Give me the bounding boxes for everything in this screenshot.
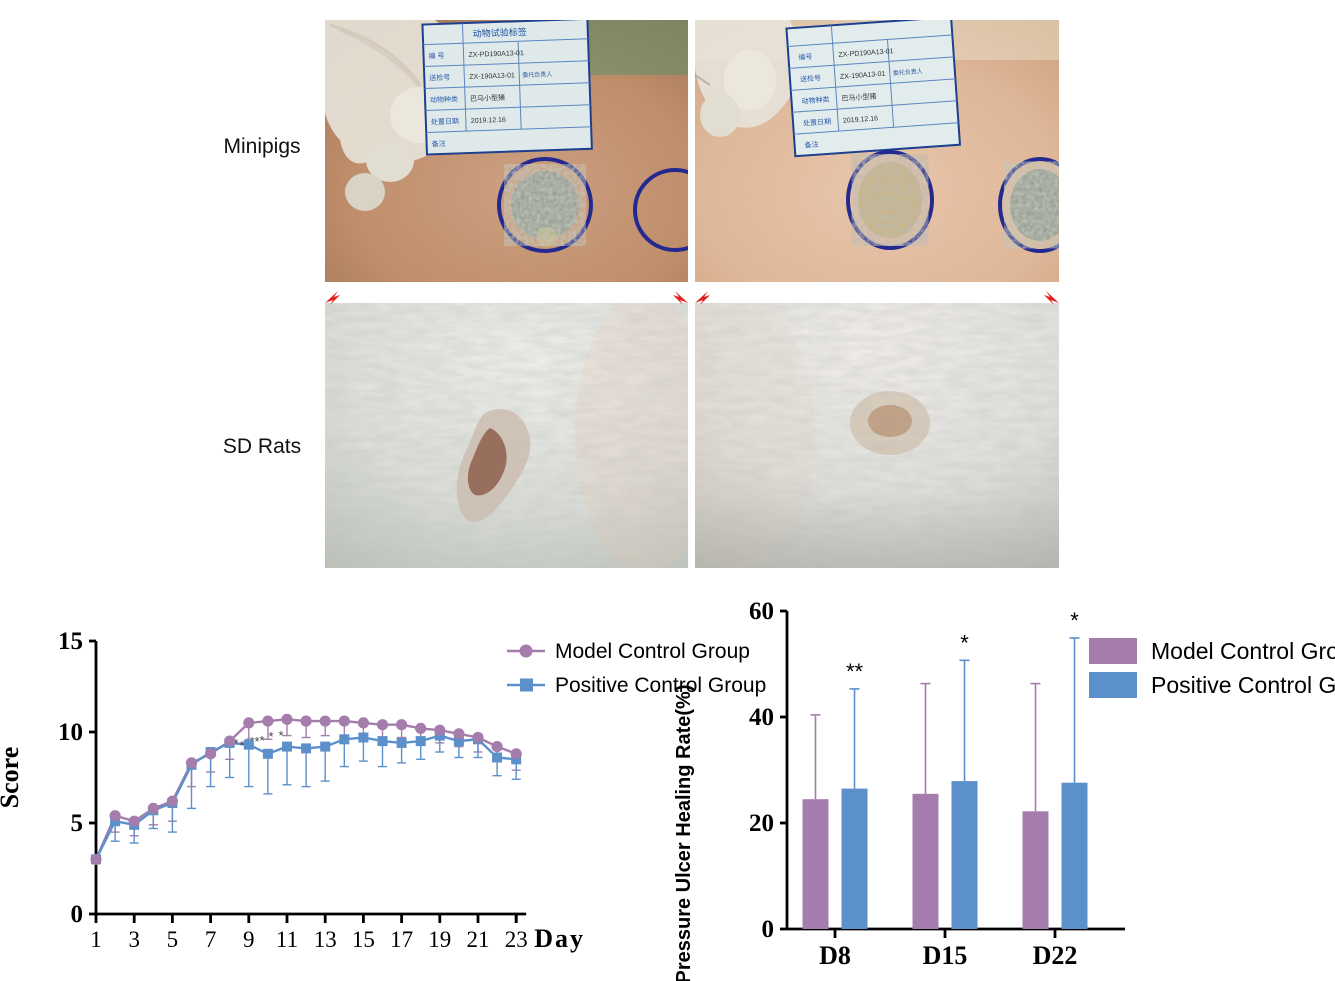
svg-text:15: 15 xyxy=(352,927,375,952)
svg-text:9: 9 xyxy=(243,927,255,952)
svg-text:5: 5 xyxy=(167,927,179,952)
svg-text:23: 23 xyxy=(505,927,528,952)
svg-text:Day: Day xyxy=(534,924,585,953)
svg-text:15: 15 xyxy=(58,628,83,655)
svg-text:**: ** xyxy=(846,659,864,684)
svg-text:动物试验标签: 动物试验标签 xyxy=(473,26,527,39)
svg-text:Positive Control Group: Positive Control Group xyxy=(1151,672,1335,698)
svg-text:13: 13 xyxy=(314,927,337,952)
svg-text:40: 40 xyxy=(749,704,774,731)
svg-text:0: 0 xyxy=(71,901,84,928)
svg-text:60: 60 xyxy=(749,598,774,625)
svg-text:Score: Score xyxy=(0,747,24,809)
svg-text:3: 3 xyxy=(128,927,140,952)
svg-text:D15: D15 xyxy=(923,941,968,970)
svg-text:D8: D8 xyxy=(819,941,851,970)
svg-text:2019.12.16: 2019.12.16 xyxy=(471,117,506,125)
svg-text:0: 0 xyxy=(762,916,775,943)
svg-text:Pressure Ulcer Healing Rate(%): Pressure Ulcer Healing Rate(%) xyxy=(673,684,695,981)
svg-text:*: * xyxy=(960,630,969,655)
svg-text:1: 1 xyxy=(90,927,102,952)
svg-text:11: 11 xyxy=(276,927,298,952)
svg-text:D22: D22 xyxy=(1033,941,1078,970)
svg-text:*: * xyxy=(268,729,273,744)
svg-text:20: 20 xyxy=(749,810,774,837)
svg-text:7: 7 xyxy=(205,927,217,952)
svg-text:*: * xyxy=(1070,608,1079,633)
svg-text:10: 10 xyxy=(58,719,83,746)
svg-text:Model Control Group: Model Control Group xyxy=(1151,638,1335,664)
svg-text:19: 19 xyxy=(428,927,451,952)
svg-text:5: 5 xyxy=(71,810,84,837)
svg-text:*: * xyxy=(278,728,283,743)
svg-text:17: 17 xyxy=(390,927,413,952)
svg-text:21: 21 xyxy=(467,927,490,952)
svg-text:*: * xyxy=(259,733,264,748)
